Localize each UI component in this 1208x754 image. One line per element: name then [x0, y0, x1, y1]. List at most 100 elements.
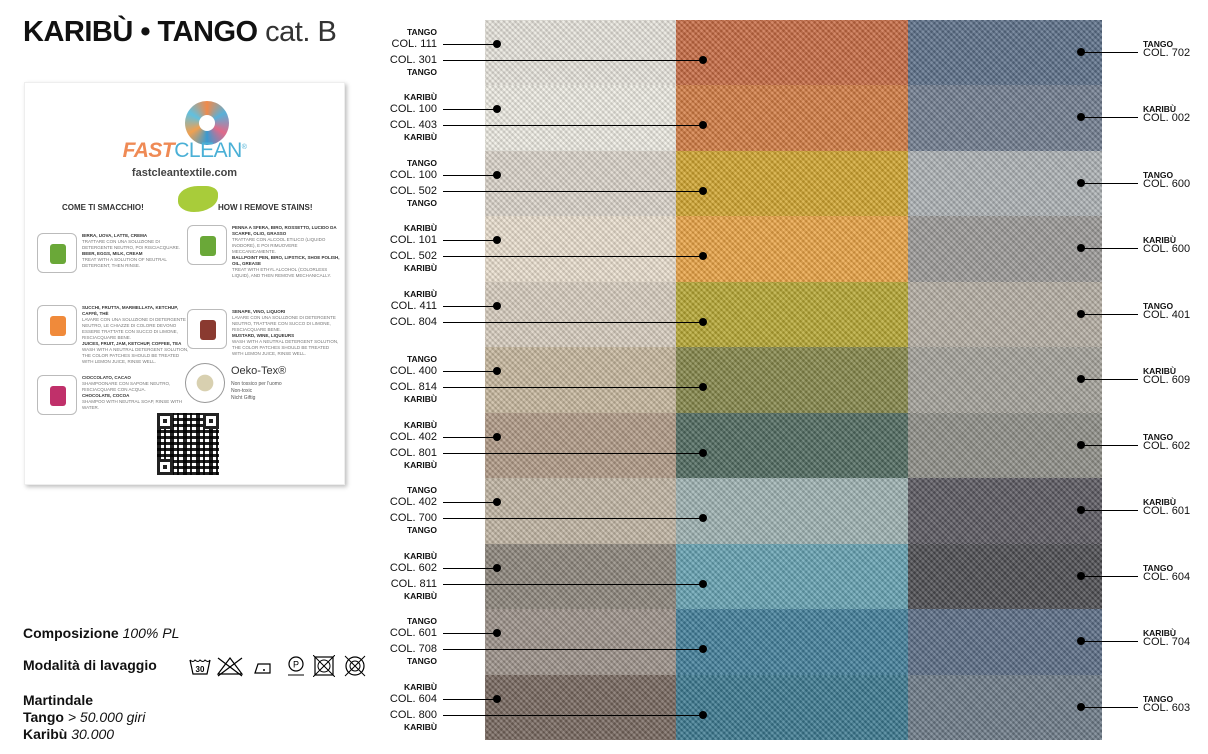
swatch-brand: TANGO: [1143, 300, 1174, 311]
leader-line: [1081, 248, 1138, 250]
swatch-brand: KARIBÙ: [1143, 497, 1177, 508]
fabric-swatch[interactable]: [908, 674, 1102, 741]
fabric-swatch[interactable]: [485, 543, 676, 610]
swatch-brand: KARIBÙ: [403, 132, 437, 143]
martindale-label: Martindale: [23, 692, 94, 708]
fabric-swatch[interactable]: [485, 347, 676, 414]
fabric-swatch[interactable]: [485, 85, 676, 152]
fabric-swatch[interactable]: [485, 281, 676, 348]
swatch-brand: TANGO: [1143, 431, 1174, 442]
leader-line: [443, 256, 703, 258]
swatch-marker: [493, 170, 501, 179]
fabric-swatch[interactable]: [908, 150, 1102, 217]
fabric-swatch[interactable]: [676, 20, 908, 86]
leader-line: [443, 190, 703, 192]
swatch-brand: KARIBÙ: [1143, 366, 1177, 377]
fabric-swatch[interactable]: [676, 216, 908, 283]
swatch-marker: [493, 498, 501, 507]
bottles-icon: [187, 309, 227, 349]
fabric-swatch[interactable]: [676, 347, 908, 414]
swatch-code: COL. 401: [1143, 308, 1191, 321]
fabric-swatch[interactable]: [676, 412, 908, 479]
swatch-brand: KARIBÙ: [403, 459, 437, 470]
fabric-swatch[interactable]: [676, 543, 908, 610]
leader-line: [1081, 117, 1138, 119]
swatch-code: COL. 100: [389, 103, 437, 116]
swatch-brand: KARIBÙ: [403, 419, 437, 430]
swatch-brand: TANGO: [406, 485, 437, 496]
swatch-marker: [699, 252, 707, 261]
heading-en: HOW I REMOVE STAINS!: [218, 203, 313, 212]
swatch-code: COL. 804: [389, 315, 437, 328]
fabric-swatch[interactable]: [908, 609, 1102, 676]
fabric-swatch[interactable]: [485, 412, 676, 479]
oeko-tex-text: Non tossico per l'uomo Non-toxic Nicht Gif…: [231, 381, 282, 401]
fastclean-logo: FASTCLEAN®: [122, 139, 247, 162]
fabric-swatch[interactable]: [485, 478, 676, 545]
title-category: cat. B: [265, 16, 337, 48]
swatch-code: COL. 400: [389, 365, 437, 378]
fabric-swatch[interactable]: [908, 20, 1102, 86]
swatch-marker: [493, 432, 501, 441]
fabric-swatch[interactable]: [676, 281, 908, 348]
fabric-swatch[interactable]: [485, 216, 676, 283]
leader-line: [443, 567, 497, 569]
fabric-swatch[interactable]: [676, 85, 908, 152]
swatch-code: COL. 801: [389, 446, 437, 459]
swatch-code: COL. 111: [391, 38, 437, 50]
swatch-brand: TANGO: [406, 27, 437, 37]
leader-line: [443, 583, 703, 585]
svg-text:P: P: [293, 660, 299, 670]
leader-line: [1081, 641, 1138, 643]
fabric-swatch[interactable]: [485, 20, 676, 86]
swatch-brand: TANGO: [406, 67, 437, 77]
swatch-brand: KARIBÙ: [403, 721, 437, 732]
swatch-code: COL. 604: [389, 692, 437, 705]
title-main: KARIBÙ • TANGO: [23, 16, 258, 48]
swatch-marker: [493, 563, 501, 572]
fabric-swatch[interactable]: [908, 412, 1102, 479]
swatch-code: COL. 600: [1143, 243, 1191, 256]
swatch-brand: KARIBÙ: [403, 681, 437, 692]
swatch-marker: [493, 236, 501, 245]
fabric-swatch[interactable]: [676, 674, 908, 741]
swatch-code: COL. 301: [389, 54, 437, 66]
swatch-marker: [699, 710, 707, 719]
fabric-swatch[interactable]: [908, 478, 1102, 545]
fabric-swatch[interactable]: [908, 216, 1102, 283]
fabric-swatch[interactable]: [485, 609, 676, 676]
martindale-karibu: Karibù 30.000: [23, 726, 115, 742]
cake-icon: [37, 375, 77, 415]
swatch-marker: [699, 579, 707, 588]
swatch-marker: [699, 383, 707, 392]
iron-low-icon: [254, 663, 271, 674]
fabric-swatch[interactable]: [485, 674, 676, 741]
leader-line: [443, 714, 703, 716]
fabric-swatch[interactable]: [908, 85, 1102, 152]
swatch-marker: [493, 301, 501, 310]
leader-line: [1081, 575, 1138, 577]
fabric-swatch[interactable]: [676, 609, 908, 676]
swatch-brand: KARIBÙ: [403, 394, 437, 405]
swatch-grid: [485, 20, 1102, 741]
swatch-code: COL. 600: [1143, 177, 1191, 190]
leader-line: [443, 305, 497, 307]
leader-line: [443, 371, 497, 373]
fabric-swatch[interactable]: [676, 150, 908, 217]
fabric-swatch[interactable]: [485, 150, 676, 217]
swatch-code: COL. 602: [1143, 439, 1191, 452]
leader-line: [443, 502, 497, 504]
swatch-brand: TANGO: [406, 525, 437, 536]
qr-code[interactable]: [157, 413, 219, 475]
swatch-code: COL. 502: [389, 250, 437, 263]
swatch-code: COL. 402: [389, 430, 437, 443]
leader-line: [1081, 52, 1138, 53]
leader-line: [1081, 444, 1138, 446]
fabric-swatch[interactable]: [676, 478, 908, 545]
fabric-swatch[interactable]: [908, 347, 1102, 414]
swatch-marker: [699, 317, 707, 326]
fabric-swatch[interactable]: [908, 281, 1102, 348]
fabric-swatch[interactable]: [908, 543, 1102, 610]
swatch-brand: KARIBÙ: [1143, 104, 1177, 115]
fastclean-site: fastcleantextile.com: [131, 167, 238, 179]
